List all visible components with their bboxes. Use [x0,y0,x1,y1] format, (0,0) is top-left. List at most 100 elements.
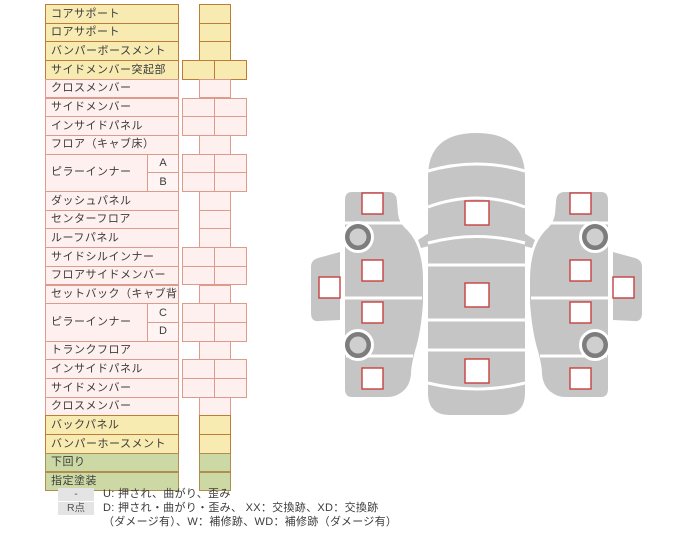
part-label: インサイドパネル [45,116,179,136]
damage-cell[interactable] [214,172,247,192]
part-label: フロアサイドメンバー [45,265,179,286]
car-top-view [418,133,535,415]
part-label: サイドメンバー [45,97,179,118]
legend: - U: 押され、曲がり、歪み R点 D: 押され・曲がり・歪み、 XX：交換跡、XD… [58,488,458,530]
damage-cell[interactable] [199,415,231,436]
damage-cell[interactable] [199,191,231,211]
part-label: フロア（キャブ床） [45,134,179,155]
damage-cell[interactable] [214,97,247,118]
damage-cell[interactable] [182,153,215,174]
part-label: サイドメンバー [45,378,179,398]
part-label: ルーフパネル [45,228,179,249]
damage-cell[interactable] [214,359,247,379]
wheel-icon [342,329,374,361]
damage-cell[interactable] [182,247,215,267]
damage-cell[interactable] [199,209,231,230]
damage-cell[interactable] [182,359,215,379]
damage-cell[interactable] [182,303,215,323]
damage-marker[interactable] [569,259,592,282]
car-left-side-view [311,192,424,397]
damage-cell[interactable] [199,340,231,361]
damage-cell[interactable] [182,60,215,80]
legend-badge [58,516,94,529]
damage-marker[interactable] [612,276,635,299]
damage-cell[interactable] [182,97,215,118]
part-label: バックパネル [45,415,179,436]
legend-row: R点 D: 押され・曲がり・歪み、 XX：交換跡、XD：交換跡 [58,502,458,515]
damage-marker[interactable] [361,259,384,282]
damage-cell[interactable] [214,378,247,398]
damage-cell[interactable] [199,134,231,155]
legend-text: U: 押され、曲がり、歪み [103,488,231,500]
damage-marker[interactable] [569,367,592,390]
damage-cell[interactable] [199,78,231,99]
part-label: トランクフロア [45,340,179,361]
damage-marker[interactable] [569,192,592,215]
legend-badge: - [58,488,94,501]
damage-cell[interactable] [214,247,247,267]
car-right-side-view [529,192,642,397]
damage-cell[interactable] [214,60,247,80]
part-label: バンパーボースメント [45,41,179,62]
part-label: クロスメンバー [45,78,179,99]
damage-marker[interactable] [361,192,384,215]
damage-cell[interactable] [199,396,231,417]
damage-cell[interactable] [199,22,231,43]
damage-cell[interactable] [182,116,215,136]
damage-cell[interactable] [199,452,231,473]
damage-cell[interactable] [182,265,215,286]
part-label: セットバック（キャブ背） [45,284,179,305]
part-label: ダッシュパネル [45,191,179,211]
damage-cell[interactable] [182,172,215,192]
wheel-icon [342,221,374,253]
pillar-sub-label: A [147,153,179,174]
damage-marker[interactable] [464,200,490,226]
legend-row: - U: 押され、曲がり、歪み [58,488,458,501]
damage-cell[interactable] [214,153,247,174]
damage-cell[interactable] [199,41,231,62]
damage-cell[interactable] [199,4,231,24]
damage-marker[interactable] [569,301,592,324]
mirror-icon [524,233,535,248]
part-label: インサイドパネル [45,359,179,379]
part-label: サイドメンバー突起部 [45,60,179,80]
damage-cell[interactable] [199,434,231,454]
part-label: 指定塗装 [45,471,179,492]
damage-marker[interactable] [464,282,490,308]
part-label: コアサポート [45,4,179,24]
damage-cell[interactable] [199,284,231,305]
damage-cell[interactable] [214,265,247,286]
damage-marker[interactable] [361,367,384,390]
wheel-icon [579,221,611,253]
damage-cell[interactable] [214,303,247,323]
damage-cell[interactable] [214,116,247,136]
damage-cell[interactable] [199,471,231,492]
part-label: クロスメンバー [45,396,179,417]
legend-row: （ダメージ有）、W：補修跡、WD：補修跡（ダメージ有） [58,516,458,529]
car-top-body [428,133,525,415]
parts-damage-table: コアサポート ロアサポート バンパーボースメント サイドメンバー突起部 クロスメンバーサ… [45,4,255,494]
part-label: ロアサポート [45,22,179,43]
pillar-sub-label: B [147,172,179,192]
part-label: サイドシルインナー [45,247,179,267]
panel-gap-lines [427,162,526,391]
part-label: 下回り [45,452,179,473]
legend-badge: R点 [58,502,94,515]
car-diagram [311,133,642,415]
damage-marker[interactable] [361,301,384,324]
part-label: センターフロア [45,209,179,230]
wheel-icon [579,329,611,361]
pillar-sub-label: D [147,321,179,342]
damage-cell[interactable] [214,321,247,342]
part-label: バンパーホースメント [45,434,179,454]
part-label: ピラーインナー [45,303,149,342]
pillar-sub-label: C [147,303,179,323]
damage-cell[interactable] [182,321,215,342]
damage-cell[interactable] [199,228,231,249]
damage-marker[interactable] [318,276,341,299]
damage-cell[interactable] [182,378,215,398]
mirror-icon [418,233,429,248]
part-label: ピラーインナー [45,153,149,192]
damage-marker[interactable] [464,358,490,384]
